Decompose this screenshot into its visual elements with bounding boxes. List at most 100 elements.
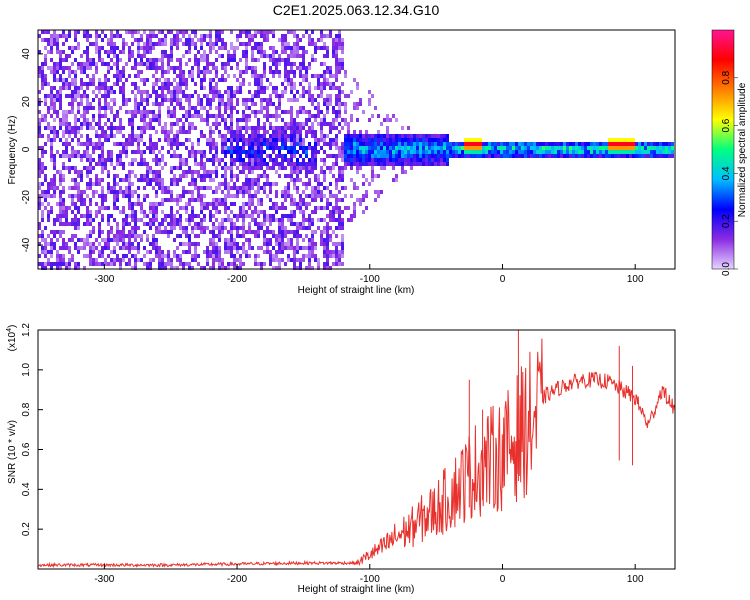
heatmap-cell	[587, 154, 590, 158]
heatmap-cell	[269, 154, 272, 158]
heatmap-cell	[131, 134, 134, 138]
heatmap-cell	[107, 238, 110, 242]
heatmap-cell	[131, 50, 134, 54]
heatmap-cell	[302, 254, 305, 258]
heatmap-cell	[230, 242, 233, 246]
heatmap-cell	[359, 166, 362, 170]
heatmap-cell	[329, 194, 332, 198]
heatmap-cell	[176, 218, 179, 222]
heatmap-cell	[95, 94, 98, 98]
heatmap-cell	[296, 242, 299, 246]
heatmap-cell	[251, 142, 254, 146]
heatmap-cell	[89, 138, 92, 142]
heatmap-cell	[44, 74, 47, 78]
heatmap-cell	[197, 102, 200, 106]
heatmap-cell	[47, 262, 50, 266]
heatmap-cell	[338, 42, 341, 46]
heatmap-cell	[203, 174, 206, 178]
heatmap-cell	[323, 70, 326, 74]
heatmap-cell	[179, 82, 182, 86]
heatmap-cell	[443, 150, 446, 154]
heatmap-cell	[611, 138, 614, 142]
heatmap-cell	[620, 138, 623, 142]
heatmap-cell	[101, 238, 104, 242]
heatmap-cell	[161, 202, 164, 206]
heatmap-cell	[146, 222, 149, 226]
heatmap-cell	[263, 162, 266, 166]
heatmap-cell	[53, 86, 56, 90]
heatmap-cell	[149, 66, 152, 70]
heatmap-cell	[230, 114, 233, 118]
heatmap-cell	[254, 66, 257, 70]
heatmap-cell	[233, 254, 236, 258]
heatmap-cell	[209, 170, 212, 174]
heatmap-cell	[236, 154, 239, 158]
heatmap-cell	[299, 234, 302, 238]
heatmap-cell	[398, 162, 401, 166]
heatmap-cell	[77, 66, 80, 70]
heatmap-cell	[347, 158, 350, 162]
heatmap-cell	[326, 254, 329, 258]
heatmap-cell	[281, 166, 284, 170]
heatmap-cell	[254, 42, 257, 46]
heatmap-cell	[236, 230, 239, 234]
heatmap-cell	[266, 146, 269, 150]
heatmap-cell	[314, 150, 317, 154]
heatmap-cell	[128, 170, 131, 174]
heatmap-cell	[245, 106, 248, 110]
heatmap-cell	[89, 66, 92, 70]
heatmap-cell	[344, 186, 347, 190]
heatmap-cell	[188, 34, 191, 38]
heatmap-cell	[290, 158, 293, 162]
heatmap-cell	[65, 166, 68, 170]
heatmap-cell	[383, 150, 386, 154]
heatmap-cell	[122, 146, 125, 150]
heatmap-cell	[284, 34, 287, 38]
heatmap-cell	[380, 122, 383, 126]
heatmap-cell	[581, 142, 584, 146]
heatmap-cell	[236, 194, 239, 198]
heatmap-cell	[236, 186, 239, 190]
heatmap-cell	[230, 154, 233, 158]
heatmap-cell	[176, 102, 179, 106]
heatmap-cell	[125, 214, 128, 218]
heatmap-cell	[89, 42, 92, 46]
heatmap-cell	[566, 150, 569, 154]
heatmap-cell	[287, 42, 290, 46]
heatmap-cell	[230, 54, 233, 58]
heatmap-cell	[155, 102, 158, 106]
heatmap-cell	[86, 254, 89, 258]
heatmap-cell	[56, 50, 59, 54]
heatmap-cell	[179, 86, 182, 90]
heatmap-cell	[158, 150, 161, 154]
heatmap-cell	[260, 262, 263, 266]
heatmap-cell	[593, 154, 596, 158]
heatmap-cell	[173, 150, 176, 154]
heatmap-cell	[320, 118, 323, 122]
heatmap-cell	[296, 190, 299, 194]
heatmap-cell	[89, 142, 92, 146]
heatmap-cell	[380, 138, 383, 142]
heatmap-cell	[206, 114, 209, 118]
heatmap-cell	[269, 70, 272, 74]
heatmap-cell	[164, 98, 167, 102]
heatmap-cell	[107, 158, 110, 162]
heatmap-cell	[149, 206, 152, 210]
heatmap-cell	[353, 134, 356, 138]
heatmap-cell	[329, 210, 332, 214]
heatmap-cell	[224, 142, 227, 146]
heatmap-cell	[335, 58, 338, 62]
heatmap-cell	[122, 94, 125, 98]
heatmap-cell	[317, 106, 320, 110]
heatmap-cell	[203, 178, 206, 182]
heatmap-cell	[335, 178, 338, 182]
heatmap-cell	[275, 106, 278, 110]
heatmap-cell	[467, 146, 470, 150]
spectrogram-x-label: Height of straight line (km)	[298, 285, 415, 296]
heatmap-cell	[233, 158, 236, 162]
heatmap-cell	[170, 206, 173, 210]
heatmap-cell	[356, 198, 359, 202]
heatmap-cell	[77, 206, 80, 210]
heatmap-cell	[53, 74, 56, 78]
heatmap-cell	[251, 110, 254, 114]
